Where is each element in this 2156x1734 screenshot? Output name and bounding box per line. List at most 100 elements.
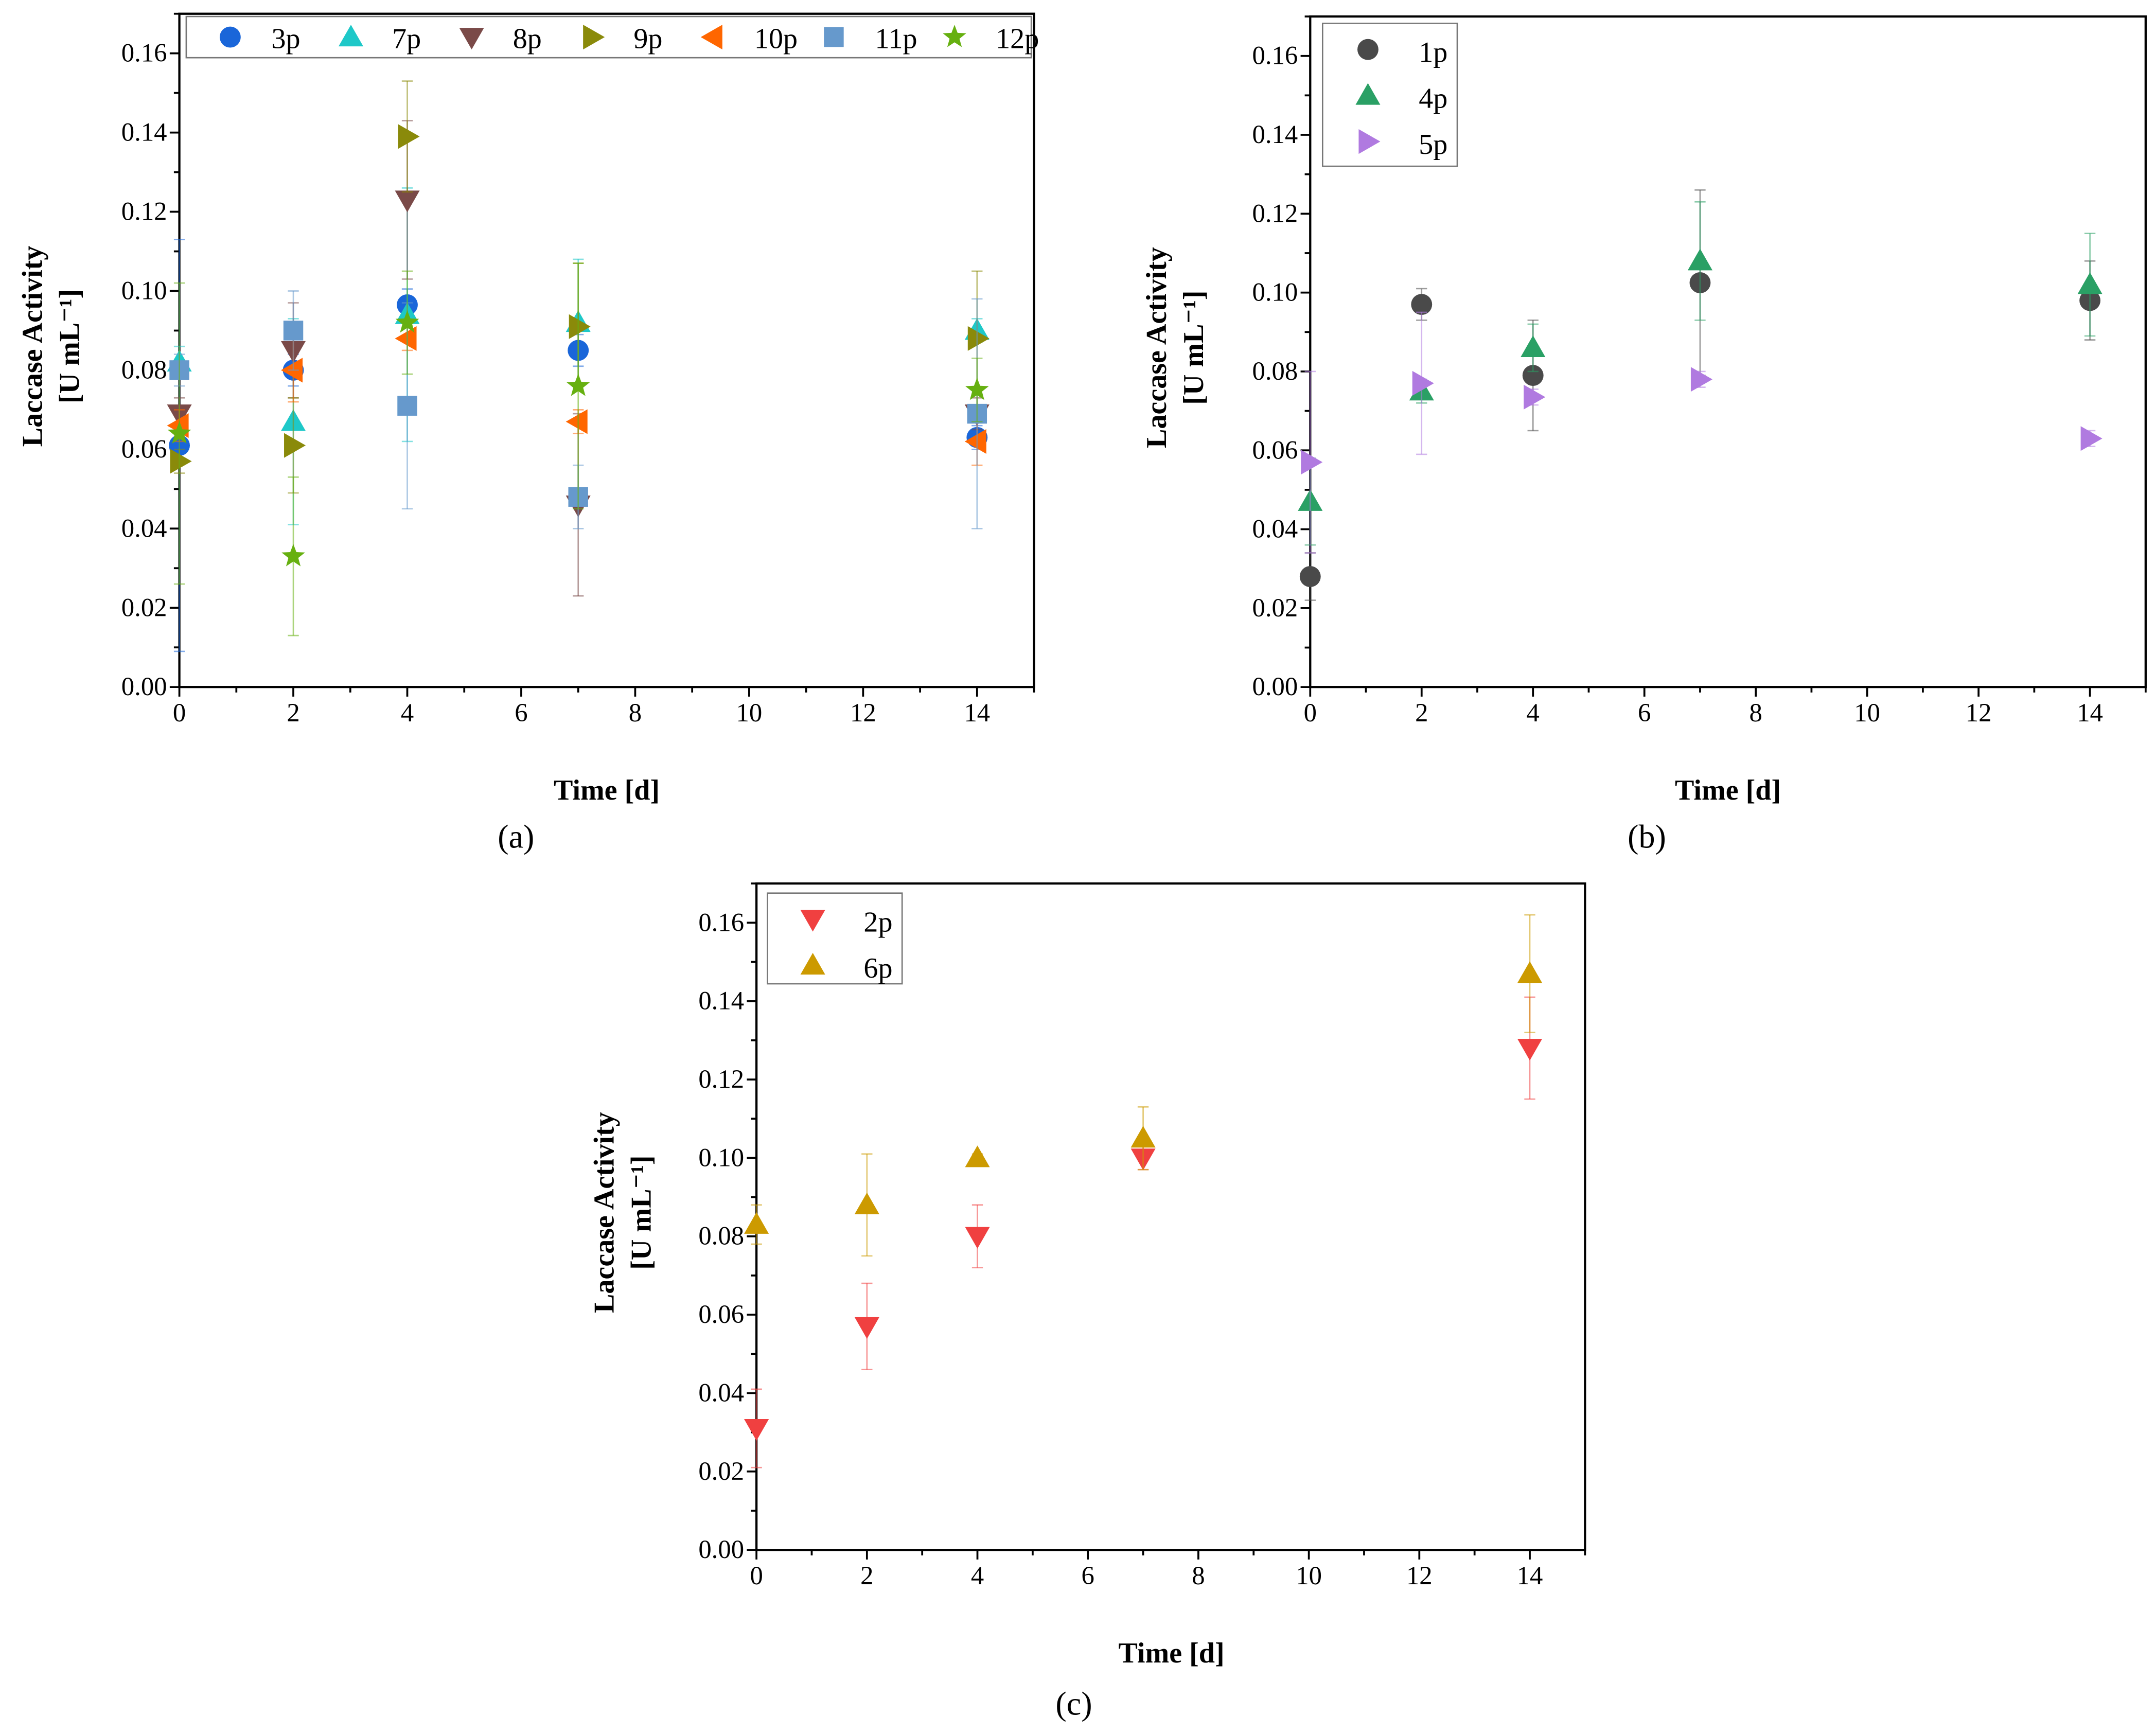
x-axis-label: Time [d]	[1675, 774, 1781, 806]
y-axis-label: Laccase Activity	[17, 246, 49, 447]
legend-label: 4p	[1419, 83, 1447, 115]
legend-marker-10p	[700, 25, 722, 50]
y-axis-unit-label: [U mL⁻¹]	[1178, 290, 1210, 404]
x-tick-label: 14	[1517, 1561, 1543, 1590]
legend-box	[1321, 23, 1458, 167]
legend-item-1p: 1p	[1357, 37, 1447, 68]
legend-label: 10p	[754, 23, 798, 55]
series-12p	[167, 262, 989, 636]
data-point-5p	[1690, 367, 1712, 392]
y-tick-label: 0.10	[121, 276, 167, 305]
data-point-10p	[964, 429, 986, 454]
data-point-10p	[565, 409, 588, 434]
y-tick-label: 0.06	[1252, 435, 1298, 464]
y-tick-label: 0.00	[121, 672, 167, 701]
legend-item-4p: 4p	[1355, 83, 1447, 115]
legend-item-9p: 9p	[583, 23, 662, 55]
legend-box	[767, 892, 903, 985]
data-point-5p	[2080, 426, 2102, 451]
x-axis-label: Time [d]	[1119, 1637, 1225, 1669]
y-tick-label: 0.12	[121, 197, 167, 226]
x-tick-label: 12	[850, 698, 876, 727]
legend: 3p 7p 8p 9p 10p 11p 12p	[185, 15, 1039, 59]
x-tick-label: 2	[287, 698, 299, 727]
x-tick-label: 0	[1304, 698, 1317, 727]
legend-label: 7p	[392, 23, 421, 55]
data-point-4p	[2077, 272, 2102, 294]
legend-marker-12p	[943, 25, 966, 47]
data-point-6p	[1130, 1126, 1156, 1148]
x-tick-label: 8	[1192, 1561, 1205, 1590]
data-point-4p	[1687, 249, 1712, 271]
x-tick-label: 6	[515, 698, 527, 727]
legend: 1p 4p 5p	[1321, 23, 1458, 167]
data-point-1p	[1411, 294, 1433, 315]
legend-marker-7p	[338, 25, 364, 47]
x-tick-label: 0	[750, 1561, 763, 1590]
x-tick-label: 4	[401, 698, 414, 727]
plot-frame	[1309, 15, 2147, 688]
data-point-5p	[1524, 384, 1546, 410]
data-point-1p	[1299, 566, 1321, 587]
x-tick-label: 8	[629, 698, 642, 727]
series-9p	[170, 80, 989, 494]
y-tick-label: 0.16	[1252, 41, 1298, 70]
y-tick-label: 0.02	[698, 1457, 744, 1485]
legend-label: 2p	[863, 907, 892, 939]
x-tick-label: 10	[1296, 1561, 1322, 1590]
data-point-12p	[965, 377, 989, 400]
x-tick-label: 10	[1854, 698, 1880, 727]
data-point-12p	[167, 421, 191, 444]
y-axis-label: Laccase Activity	[1141, 247, 1173, 448]
data-point-9p	[967, 326, 989, 351]
data-point-12p	[281, 544, 305, 567]
y-tick-label: 0.04	[121, 514, 167, 542]
x-tick-label: 6	[1082, 1561, 1094, 1590]
data-point-1p	[1522, 365, 1544, 386]
legend-label: 6p	[863, 952, 892, 984]
data-point-4p	[1521, 335, 1546, 357]
y-tick-label: 0.08	[1252, 357, 1298, 385]
y-tick-label: 0.10	[698, 1143, 744, 1172]
y-tick-label: 0.06	[698, 1300, 744, 1329]
legend-label: 5p	[1419, 129, 1447, 161]
legend-item-12p: 12p	[943, 23, 1039, 55]
x-tick-label: 2	[860, 1561, 873, 1590]
data-point-10p	[395, 326, 417, 351]
data-point-8p	[395, 190, 420, 213]
y-tick-label: 0.02	[121, 593, 167, 622]
legend-item-7p: 7p	[338, 23, 421, 55]
x-tick-label: 6	[1638, 698, 1651, 727]
legend-label: 9p	[633, 23, 662, 55]
legend-item-5p: 5p	[1358, 129, 1447, 161]
legend-label: 3p	[271, 23, 300, 55]
y-tick-label: 0.14	[1252, 120, 1298, 149]
data-point-6p	[1517, 961, 1543, 983]
y-tick-label: 0.04	[698, 1378, 744, 1407]
y-tick-label: 0.16	[698, 908, 744, 936]
y-axis-unit-label: [U mL⁻¹]	[54, 289, 86, 403]
x-tick-label: 14	[964, 698, 990, 727]
y-tick-label: 0.14	[698, 986, 744, 1015]
y-tick-label: 0.02	[1252, 593, 1298, 622]
legend-marker-1p	[1357, 39, 1379, 60]
panel-c: 0 2 4 6 8 10 12 14 0.00 0.02 0.04 0.06 0.08 0.10 0.12 0…	[588, 882, 1586, 1722]
legend-marker-3p	[219, 26, 241, 48]
data-point-11p	[283, 321, 304, 341]
legend-item-11p: 11p	[824, 23, 917, 55]
data-point-5p	[1412, 370, 1434, 396]
y-tick-label: 0.08	[121, 355, 167, 384]
data-point-2p	[744, 1419, 769, 1441]
legend-item-3p: 3p	[219, 23, 301, 55]
y-tick-label: 0.08	[698, 1222, 744, 1250]
y-tick-label: 0.04	[1252, 515, 1298, 543]
legend-marker-9p	[583, 25, 605, 50]
x-tick-label: 2	[1415, 698, 1428, 727]
data-point-2p	[1517, 1038, 1543, 1061]
x-tick-label: 8	[1749, 698, 1762, 727]
data-point-11p	[397, 396, 417, 416]
data-point-12p	[566, 374, 590, 396]
legend-marker-4p	[1355, 83, 1381, 105]
y-tick-label: 0.00	[698, 1535, 744, 1564]
legend-label: 8p	[513, 23, 542, 55]
